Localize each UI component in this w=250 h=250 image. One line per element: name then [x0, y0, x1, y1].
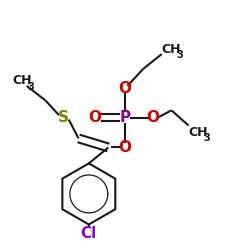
- Text: 3: 3: [27, 82, 34, 92]
- Text: CH: CH: [162, 43, 181, 56]
- Text: CH: CH: [12, 74, 32, 88]
- Text: O: O: [89, 110, 102, 125]
- Text: Cl: Cl: [81, 226, 97, 241]
- Text: O: O: [146, 110, 160, 125]
- Text: 3: 3: [177, 50, 184, 60]
- Text: CH: CH: [188, 126, 208, 139]
- Text: P: P: [120, 110, 130, 125]
- Text: O: O: [118, 140, 132, 155]
- Text: S: S: [58, 110, 69, 125]
- Text: O: O: [118, 81, 132, 96]
- Text: 3: 3: [204, 134, 210, 143]
